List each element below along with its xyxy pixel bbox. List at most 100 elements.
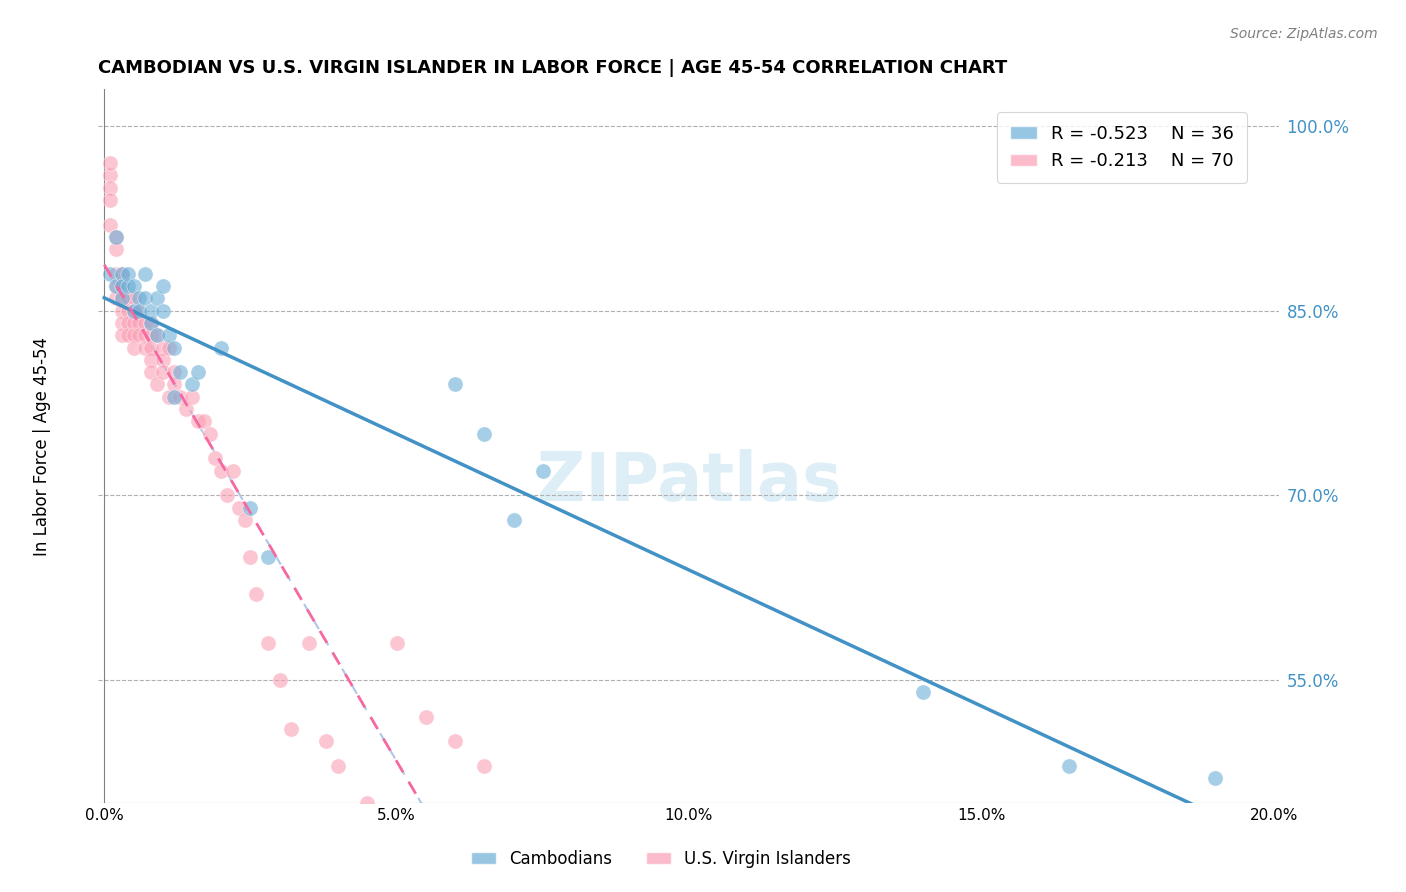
U.S. Virgin Islanders [146,377,169,392]
Cambodians [239,500,262,515]
Cambodians [472,426,495,441]
Cambodians [146,328,169,343]
U.S. Virgin Islanders [233,513,256,527]
Cambodians [163,390,186,404]
Cambodians [128,291,150,305]
Cambodians [134,291,156,305]
U.S. Virgin Islanders [174,402,197,417]
Cambodians [157,328,180,343]
U.S. Virgin Islanders [98,169,121,183]
U.S. Virgin Islanders [128,316,150,330]
Cambodians [104,230,127,244]
U.S. Virgin Islanders [134,341,156,355]
U.S. Virgin Islanders [98,156,121,170]
U.S. Virgin Islanders [193,414,215,428]
U.S. Virgin Islanders [98,193,121,207]
Cambodians [128,303,150,318]
U.S. Virgin Islanders [222,464,245,478]
Cambodians [187,365,209,379]
U.S. Virgin Islanders [117,303,139,318]
U.S. Virgin Islanders [111,303,134,318]
U.S. Virgin Islanders [198,426,221,441]
Legend: R = -0.523    N = 36, R = -0.213    N = 70: R = -0.523 N = 36, R = -0.213 N = 70 [997,112,1247,183]
U.S. Virgin Islanders [139,352,162,367]
U.S. Virgin Islanders [163,377,186,392]
Cambodians [104,279,127,293]
U.S. Virgin Islanders [326,759,349,773]
U.S. Virgin Islanders [122,291,145,305]
U.S. Virgin Islanders [187,414,209,428]
U.S. Virgin Islanders [104,267,127,281]
Cambodians [111,291,134,305]
U.S. Virgin Islanders [117,291,139,305]
Cambodians [1204,771,1226,785]
U.S. Virgin Islanders [104,279,127,293]
U.S. Virgin Islanders [128,328,150,343]
Cambodians [139,316,162,330]
U.S. Virgin Islanders [280,722,302,736]
U.S. Virgin Islanders [472,759,495,773]
U.S. Virgin Islanders [239,549,262,564]
U.S. Virgin Islanders [111,316,134,330]
U.S. Virgin Islanders [122,316,145,330]
U.S. Virgin Islanders [228,500,250,515]
U.S. Virgin Islanders [152,352,174,367]
U.S. Virgin Islanders [122,303,145,318]
Cambodians [117,267,139,281]
Cambodians [181,377,204,392]
Cambodians [169,365,191,379]
U.S. Virgin Islanders [269,673,291,687]
Cambodians [98,267,121,281]
U.S. Virgin Islanders [169,390,191,404]
U.S. Virgin Islanders [444,734,467,748]
Cambodians [209,341,232,355]
Cambodians [152,279,174,293]
Cambodians [117,279,139,293]
U.S. Virgin Islanders [111,328,134,343]
U.S. Virgin Islanders [128,303,150,318]
U.S. Virgin Islanders [104,291,127,305]
Legend: Cambodians, U.S. Virgin Islanders: Cambodians, U.S. Virgin Islanders [464,844,858,875]
U.S. Virgin Islanders [139,341,162,355]
Cambodians [139,303,162,318]
U.S. Virgin Islanders [139,316,162,330]
Text: ZIPatlas: ZIPatlas [537,449,841,515]
U.S. Virgin Islanders [163,365,186,379]
Cambodians [111,279,134,293]
U.S. Virgin Islanders [139,365,162,379]
U.S. Virgin Islanders [385,636,408,650]
U.S. Virgin Islanders [98,180,121,194]
Text: CAMBODIAN VS U.S. VIRGIN ISLANDER IN LABOR FORCE | AGE 45-54 CORRELATION CHART: CAMBODIAN VS U.S. VIRGIN ISLANDER IN LAB… [98,59,1008,77]
U.S. Virgin Islanders [315,734,337,748]
Cambodians [122,303,145,318]
U.S. Virgin Islanders [122,328,145,343]
U.S. Virgin Islanders [152,365,174,379]
Text: In Labor Force | Age 45-54: In Labor Force | Age 45-54 [34,336,51,556]
Cambodians [146,291,169,305]
Cambodians [122,279,145,293]
U.S. Virgin Islanders [117,316,139,330]
U.S. Virgin Islanders [204,451,226,466]
U.S. Virgin Islanders [257,636,280,650]
Cambodians [444,377,467,392]
U.S. Virgin Islanders [356,796,378,810]
U.S. Virgin Islanders [157,341,180,355]
Cambodians [111,267,134,281]
Cambodians [502,513,524,527]
U.S. Virgin Islanders [98,218,121,232]
U.S. Virgin Islanders [215,488,238,502]
U.S. Virgin Islanders [139,328,162,343]
Cambodians [152,303,174,318]
U.S. Virgin Islanders [134,328,156,343]
U.S. Virgin Islanders [152,341,174,355]
Text: Source: ZipAtlas.com: Source: ZipAtlas.com [1230,27,1378,41]
U.S. Virgin Islanders [245,587,267,601]
U.S. Virgin Islanders [104,242,127,256]
U.S. Virgin Islanders [415,709,437,723]
U.S. Virgin Islanders [134,316,156,330]
U.S. Virgin Islanders [117,328,139,343]
U.S. Virgin Islanders [298,636,321,650]
U.S. Virgin Islanders [146,328,169,343]
Cambodians [163,341,186,355]
U.S. Virgin Islanders [157,390,180,404]
